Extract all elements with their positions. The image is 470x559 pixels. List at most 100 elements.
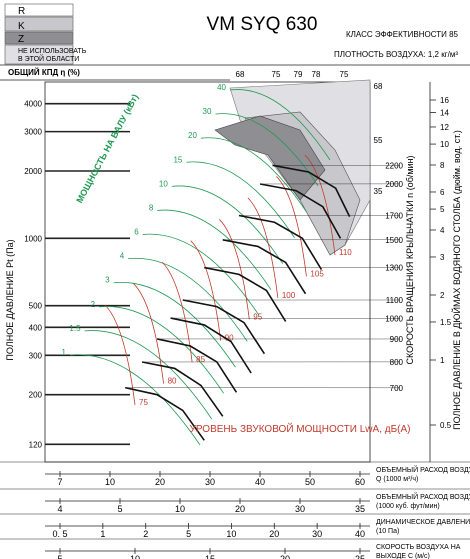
power-curve-label: 2 — [91, 300, 96, 309]
efficiency-tick-right: 55 — [374, 136, 383, 145]
rpm-ticks: 700 800 900 1000 1100 1300 1500 1700 2000 2200 — [125, 161, 404, 393]
speed-curve — [272, 164, 351, 218]
bottom-axis-tick-label: 5 — [117, 504, 122, 514]
speed-curve — [182, 299, 266, 355]
right-tick-label: 1.5 — [440, 318, 452, 327]
rpm-axis-label: СКОРОСТЬ ВРАЩЕНИЯ КРЫЛЬЧАТКИ n (об/мин) — [405, 155, 415, 364]
y-tick-label: 200 — [29, 391, 43, 400]
sound-curve-label: 85 — [196, 355, 205, 364]
bottom-axis-tick-label: 10 — [130, 554, 140, 559]
right-tick-label: 2 — [440, 291, 445, 300]
power-curve — [200, 137, 307, 213]
y-tick-label: 4000 — [24, 100, 42, 109]
power-curve-label: 3 — [105, 276, 110, 285]
efficiency-tick: 75 — [340, 70, 349, 79]
sound-curve — [190, 240, 222, 341]
sound-curve — [247, 197, 279, 298]
bottom-axis-tick-label: 20 — [155, 477, 165, 487]
power-curve-label: 20 — [188, 131, 197, 140]
speed-curve — [238, 214, 323, 270]
power-curve-label: 8 — [149, 203, 154, 212]
power-curve — [69, 354, 201, 446]
y-tick-label: 120 — [29, 440, 43, 449]
bottom-axis-tick-label: 20 — [235, 504, 245, 514]
bottom-axes: 7 10 20 30 40 50 60 ОБЪЕМНЫЙ РАСХОД ВОЗДУХА Q (1… — [0, 461, 470, 559]
bottom-axis-tick-label: 20 — [280, 554, 290, 559]
sound-curve-label: 100 — [282, 291, 296, 300]
zone-z — [214, 115, 326, 201]
bottom-axis-tick-label: 15 — [205, 554, 215, 559]
power-curve-label: 40 — [217, 83, 226, 92]
power-curves: 1 1.5 2 3 4 6 8 10 15 20 30 40 — [62, 83, 331, 446]
bottom-axis-tick-label: 25 — [355, 554, 365, 559]
power-curve-label: 4 — [120, 252, 125, 261]
rpm-tick-label: 2000 — [385, 180, 403, 189]
power-curve-label: 1.5 — [69, 324, 81, 333]
right-tick-label: 5 — [440, 205, 445, 214]
right-tick-label: 3 — [440, 253, 445, 262]
legend-label: R — [18, 6, 25, 17]
bottom-axis-tick-label: 1 — [100, 529, 105, 539]
bottom-axis-tick-label: 10 — [175, 504, 185, 514]
efficiency-tick-right: 68 — [374, 82, 383, 91]
bottom-axis-label: ДИНАМИЧЕСКОЕ ДАВЛЕНИЕ Pd — [376, 519, 470, 526]
sound-curve-label: 80 — [168, 377, 177, 386]
right-tick-label: 1 — [440, 356, 445, 365]
sound-curve-label: 75 — [139, 398, 148, 407]
bottom-axis-tick-label: 0. 5 — [52, 529, 67, 539]
sound-curve-label: 110 — [339, 248, 352, 257]
legend-swatch — [4, 44, 74, 65]
efficiency-axis-label: ОБЩИЙ КПД η (%) — [8, 68, 80, 77]
rpm-tick-label: 2200 — [385, 161, 403, 170]
right-tick-label: 12 — [440, 123, 449, 132]
speed-curve — [259, 183, 342, 239]
sound-curve — [304, 154, 336, 256]
right-tick-label: 4 — [440, 226, 445, 235]
sound-label: УРОВЕНЬ ЗВУКОВОЙ МОЩНОСТИ LwA, дБ(А) — [190, 422, 411, 435]
bottom-axis-tick-label: 30 — [295, 504, 305, 514]
power-curve — [186, 161, 295, 238]
bottom-axis-tick-label: 35 — [355, 504, 365, 514]
y-tick-label: 3000 — [24, 128, 42, 137]
efficiency-ticks: 68 75 79 78 75 68 55 35 — [236, 70, 383, 196]
y-tick-label: 500 — [29, 302, 43, 311]
bottom-axis-label-cont: (1000 куб. фут/мин) — [376, 502, 440, 510]
sound-curve — [161, 261, 193, 363]
chart-title: VM SYQ 630 — [207, 14, 318, 35]
rpm-tick-label: 1100 — [386, 296, 404, 305]
rpm-tick-label: 800 — [390, 358, 404, 367]
bottom-axis-label-cont: ВЫХОДЕ C (м/с) — [376, 553, 430, 559]
sound-label-text: УРОВЕНЬ ЗВУКОВОЙ МОЩНОСТИ LwA, дБ(А) — [190, 422, 411, 435]
efficiency-tick-right: 35 — [374, 187, 383, 196]
bottom-axis-tick-label: 2 — [143, 529, 148, 539]
y-tick-label: 2000 — [24, 167, 42, 176]
efficiency-tick: 68 — [236, 70, 245, 79]
right-tick-label: 10 — [440, 140, 449, 149]
sound-curves: 75 80 85 90 95 100 105 110 — [104, 154, 352, 407]
rpm-tick-label: 1300 — [385, 264, 403, 273]
power-curve-label: 6 — [134, 228, 139, 237]
bottom-axis-tick-label: 40 — [355, 529, 365, 539]
rpm-tick-label: 900 — [390, 335, 404, 344]
right-tick-label: 14 — [440, 109, 449, 118]
bottom-axis-tick-label: 4 — [57, 504, 62, 514]
y-tick-label: 300 — [29, 351, 43, 360]
bottom-axis-tick-label: 20 — [269, 529, 279, 539]
power-curve-label: 1 — [62, 348, 67, 357]
efficiency-tick: 79 — [294, 70, 303, 79]
efficiency-zones — [214, 79, 371, 256]
right-tick-label: 6 — [440, 188, 445, 197]
rpm-tick-label: 1000 — [385, 315, 403, 324]
efficiency-class: КЛАСС ЭФФЕКТИВНОСТИ 85 — [346, 30, 459, 39]
bottom-axis-tick-label: 10 — [105, 477, 115, 487]
sound-curve — [219, 219, 250, 320]
bottom-axis-label-cont: (10 Па) — [376, 528, 399, 535]
speed-curve — [125, 386, 205, 441]
bottom-axis-tick-label: 50 — [305, 477, 315, 487]
legend-label: НЕ ИСПОЛЬЗОВАТЬ — [18, 48, 87, 55]
y-tick-label: 400 — [29, 323, 43, 332]
bottom-axis-label: ОБЪЕМНЫЙ РАСХОД ВОЗДУХА Q — [376, 492, 470, 501]
legend-swatch — [4, 3, 74, 17]
